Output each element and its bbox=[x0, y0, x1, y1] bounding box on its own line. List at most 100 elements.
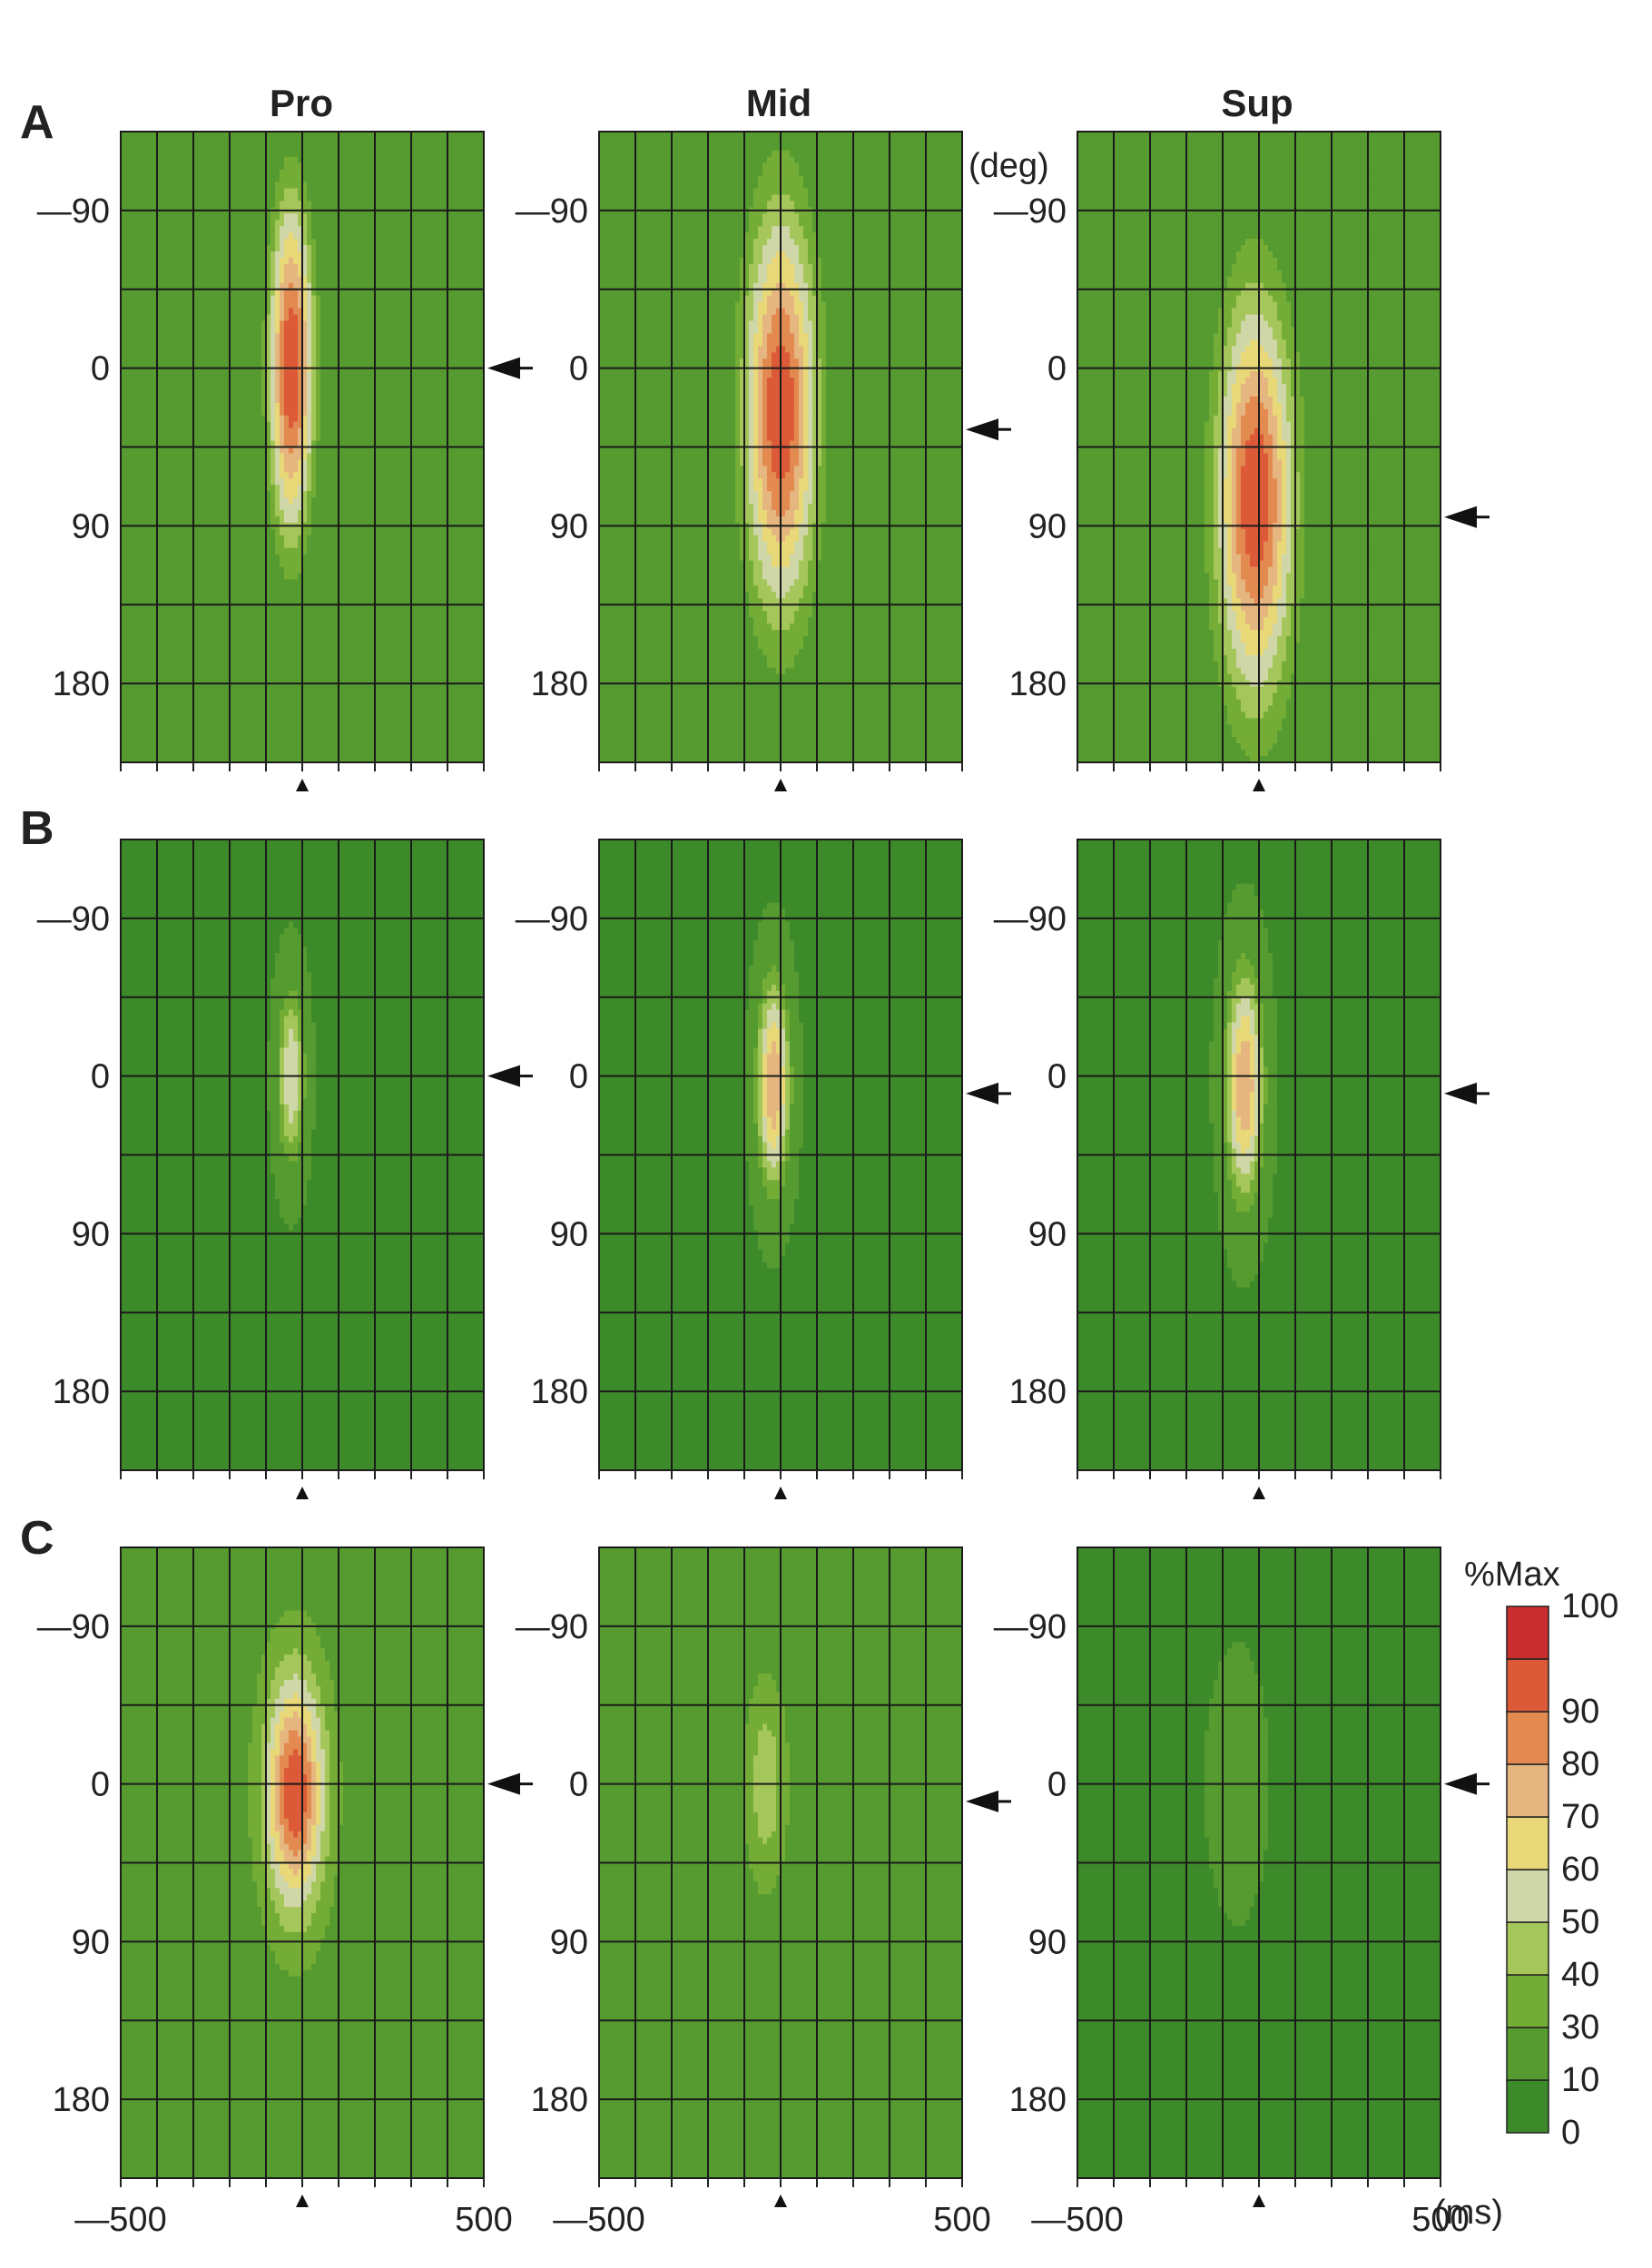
heatmap-cell bbox=[357, 195, 362, 202]
heatmap-cell bbox=[329, 157, 335, 164]
heatmap-cell bbox=[379, 157, 385, 164]
heatmap-cell bbox=[384, 213, 389, 221]
heatmap-cell bbox=[280, 245, 285, 252]
heatmap-cell bbox=[207, 170, 212, 177]
heatmap-cell bbox=[307, 245, 312, 252]
heatmap-cell bbox=[130, 245, 135, 252]
heatmap-cell bbox=[329, 163, 335, 171]
heatmap-cell bbox=[166, 170, 172, 177]
heatmap-cell bbox=[134, 226, 140, 233]
heatmap-cell bbox=[343, 170, 349, 177]
heatmap-cell bbox=[393, 220, 398, 227]
heatmap-cell bbox=[475, 163, 480, 171]
heatmap-cell bbox=[184, 182, 190, 190]
heatmap-cell bbox=[452, 239, 457, 246]
heatmap-cell bbox=[357, 182, 362, 190]
heatmap-cell bbox=[221, 195, 226, 202]
heatmap-cell bbox=[429, 151, 435, 158]
heatmap-cell bbox=[280, 189, 285, 196]
heatmap-cell bbox=[207, 201, 212, 208]
heatmap-cell bbox=[366, 226, 371, 233]
heatmap-cell bbox=[329, 151, 335, 158]
heatmap-cell bbox=[134, 220, 140, 227]
heatmap-cell bbox=[475, 151, 480, 158]
heatmap-cell bbox=[420, 195, 426, 202]
heatmap-cell bbox=[366, 157, 371, 164]
heatmap-cell bbox=[243, 176, 249, 183]
heatmap-cell bbox=[148, 151, 153, 158]
heatmap-cell bbox=[357, 220, 362, 227]
heatmap-cell bbox=[184, 220, 190, 227]
heatmap-cell bbox=[325, 157, 330, 164]
heatmap-cell bbox=[211, 232, 217, 240]
heatmap-cell bbox=[416, 176, 421, 183]
heatmap-cell bbox=[166, 189, 172, 196]
heatmap-cell bbox=[221, 138, 226, 145]
heatmap-cell bbox=[420, 138, 426, 145]
heatmap-cell bbox=[420, 239, 426, 246]
heatmap-cell bbox=[388, 138, 394, 145]
heatmap-cell bbox=[366, 182, 371, 190]
heatmap-cell bbox=[243, 195, 249, 202]
heatmap-cell bbox=[175, 138, 181, 145]
heatmap-cell bbox=[257, 220, 262, 227]
heatmap-cell bbox=[171, 213, 176, 221]
heatmap-cell bbox=[316, 245, 321, 252]
heatmap-cell bbox=[211, 151, 217, 158]
heatmap-cell bbox=[180, 144, 185, 152]
heatmap-cell bbox=[148, 138, 153, 145]
heatmap-cell bbox=[429, 220, 435, 227]
heatmap-cell bbox=[470, 170, 476, 177]
heatmap-cell bbox=[402, 138, 408, 145]
heatmap-cell bbox=[343, 163, 349, 171]
heatmap-cell bbox=[143, 195, 149, 202]
heatmap-cell bbox=[252, 195, 258, 202]
heatmap-cell bbox=[139, 195, 144, 202]
heatmap-cell bbox=[311, 138, 317, 145]
heatmap-cell bbox=[366, 201, 371, 208]
heatmap-cell bbox=[148, 251, 153, 259]
heatmap-cell bbox=[239, 195, 244, 202]
heatmap-cell bbox=[207, 138, 212, 145]
heatmap-cell bbox=[293, 245, 299, 252]
heatmap-cell bbox=[143, 163, 149, 171]
heatmap-cell bbox=[211, 220, 217, 227]
heatmap-cell bbox=[434, 220, 439, 227]
heatmap-cell bbox=[130, 138, 135, 145]
heatmap-cell bbox=[257, 213, 262, 221]
heatmap-cell bbox=[130, 132, 135, 139]
heatmap-cell bbox=[393, 176, 398, 183]
heatmap-cell bbox=[329, 226, 335, 233]
heatmap-cell bbox=[216, 232, 221, 240]
heatmap-cell bbox=[180, 195, 185, 202]
heatmap-cell bbox=[134, 132, 140, 139]
heatmap-cell bbox=[434, 151, 439, 158]
heatmap-cell bbox=[307, 132, 312, 139]
heatmap-cell bbox=[125, 226, 131, 233]
heatmap-cell bbox=[343, 151, 349, 158]
heatmap-cell bbox=[438, 138, 444, 145]
heatmap-cell bbox=[216, 151, 221, 158]
heatmap-cell bbox=[125, 144, 131, 152]
heatmap-cell bbox=[457, 201, 462, 208]
heatmap-cell bbox=[125, 182, 131, 190]
heatmap-cell bbox=[425, 182, 430, 190]
heatmap-cell bbox=[361, 151, 367, 158]
heatmap-cell bbox=[125, 245, 131, 252]
heatmap-cell bbox=[329, 251, 335, 259]
column-title-pro: Pro bbox=[270, 82, 333, 124]
heatmap-cell bbox=[257, 170, 262, 177]
heatmap-cell bbox=[180, 170, 185, 177]
heatmap-cell bbox=[257, 245, 262, 252]
heatmap-cell bbox=[461, 220, 467, 227]
heatmap-cell bbox=[316, 201, 321, 208]
heatmap-cell bbox=[361, 132, 367, 139]
heatmap-cell bbox=[475, 195, 480, 202]
heatmap-cell bbox=[243, 138, 249, 145]
heatmap-cell bbox=[175, 157, 181, 164]
heatmap-cell bbox=[457, 226, 462, 233]
heatmap-cell bbox=[438, 195, 444, 202]
heatmap-cell bbox=[393, 151, 398, 158]
heatmap-cell bbox=[166, 163, 172, 171]
heatmap-cell bbox=[402, 132, 408, 139]
